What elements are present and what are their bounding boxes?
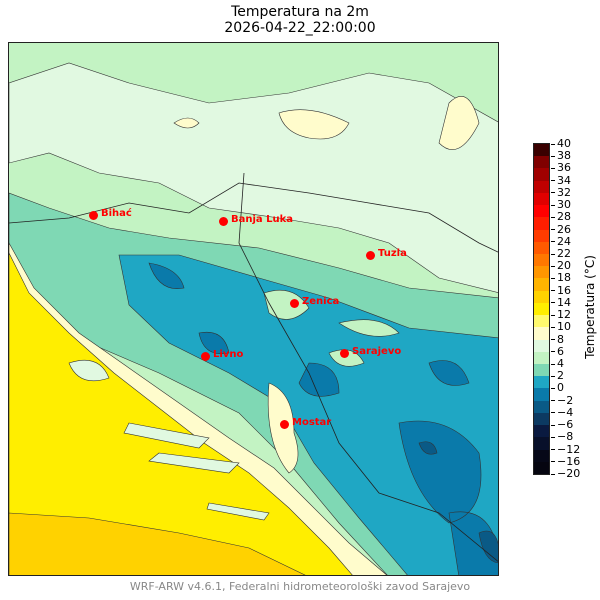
colorbar-tick-label: 36 [551, 162, 571, 174]
colorbar-bin [534, 254, 549, 267]
colorbar-bin [534, 388, 549, 402]
colorbar-tick-label: 34 [551, 174, 571, 187]
colorbar-bin [534, 144, 549, 157]
footer-credit: WRF-ARW v4.6.1, Federalni hidrometeorolo… [129, 580, 471, 593]
islands [68, 359, 270, 521]
colorbar-tick-label: 22 [551, 248, 571, 260]
colorbar-label: Temperatura (°C) [583, 255, 597, 359]
map-title: Temperatura na 2m [231, 4, 369, 20]
colorbar-bin [534, 266, 549, 279]
colorbar-bin [534, 229, 549, 243]
colorbar-tick-label: −16 [551, 455, 580, 468]
region-minus2-0 [148, 262, 498, 575]
colorbar-tick-label: 16 [551, 284, 571, 297]
colorbar-tick-label: 2 [551, 370, 564, 382]
colorbar-tick-label: 0 [551, 382, 564, 394]
colorbar-tick-label: 30 [551, 199, 571, 211]
colorbar-bin [534, 327, 549, 341]
colorbar-bin [534, 168, 549, 182]
colorbar-tick-label: 4 [551, 358, 564, 370]
colorbar-tick-label: 10 [551, 321, 571, 333]
colorbar-tick-label: 6 [551, 345, 564, 358]
temperature-map: Bihać Banja Luka Tuzla Zenica Livno Sara… [8, 42, 499, 576]
colorbar-tick-label: 18 [551, 272, 571, 284]
colorbar-bin [534, 376, 549, 389]
colorbar-tick-label: 32 [551, 186, 571, 199]
colorbar-bin [534, 290, 549, 304]
colorbar-bin [534, 461, 549, 475]
map-timestamp: 2026-04-22_22:00:00 [224, 20, 376, 36]
colorbar-bin [534, 351, 549, 365]
colorbar-tick-label: 12 [551, 309, 571, 321]
colorbar-tick-label: −6 [551, 419, 573, 431]
border-line [9, 182, 498, 253]
colorbar-tick-label: 24 [551, 235, 571, 248]
colorbar [533, 143, 550, 475]
colorbar-tick-label: −12 [551, 443, 580, 456]
colorbar-tick-label: 26 [551, 223, 571, 236]
colorbar-tick-label: −4 [551, 406, 573, 419]
region-sea-14-16 [9, 512, 306, 575]
colorbar-bin [534, 364, 549, 377]
temperature-contours [9, 43, 498, 575]
colorbar-bin [534, 437, 549, 451]
colorbar-bin [534, 205, 549, 218]
colorbar-bin [534, 302, 549, 316]
border-line [238, 172, 498, 562]
colorbar-bin [534, 339, 549, 353]
colorbar-bin [534, 217, 549, 231]
colorbar-bin [534, 400, 549, 414]
colorbar-tick-label: −8 [551, 431, 573, 443]
colorbar-tick-label: −2 [551, 394, 573, 407]
region-sea-12-14 [9, 252, 353, 575]
colorbar-tick-label: 8 [551, 333, 564, 346]
colorbar-tick-label: 28 [551, 211, 571, 223]
colorbar-bin [534, 241, 549, 255]
colorbar-tick-label: 14 [551, 296, 571, 309]
colorbar-tick-label: −20 [551, 468, 580, 480]
colorbar-bin [534, 412, 549, 426]
colorbar-bin [534, 315, 549, 328]
colorbar-tick-label: 38 [551, 150, 571, 162]
colorbar-bin [534, 156, 549, 169]
region-minus4-minus2 [418, 441, 498, 564]
colorbar-tick-label: 40 [551, 138, 571, 150]
region-8-10 [173, 96, 480, 334]
colorbar-bin [534, 449, 549, 463]
colorbar-bin [534, 180, 549, 194]
colorbar-bin [534, 278, 549, 292]
colorbar-tick-label: 20 [551, 260, 571, 272]
region-6-8 [9, 62, 498, 293]
colorbar-bin [534, 192, 549, 206]
colorbar-bin [534, 425, 549, 438]
